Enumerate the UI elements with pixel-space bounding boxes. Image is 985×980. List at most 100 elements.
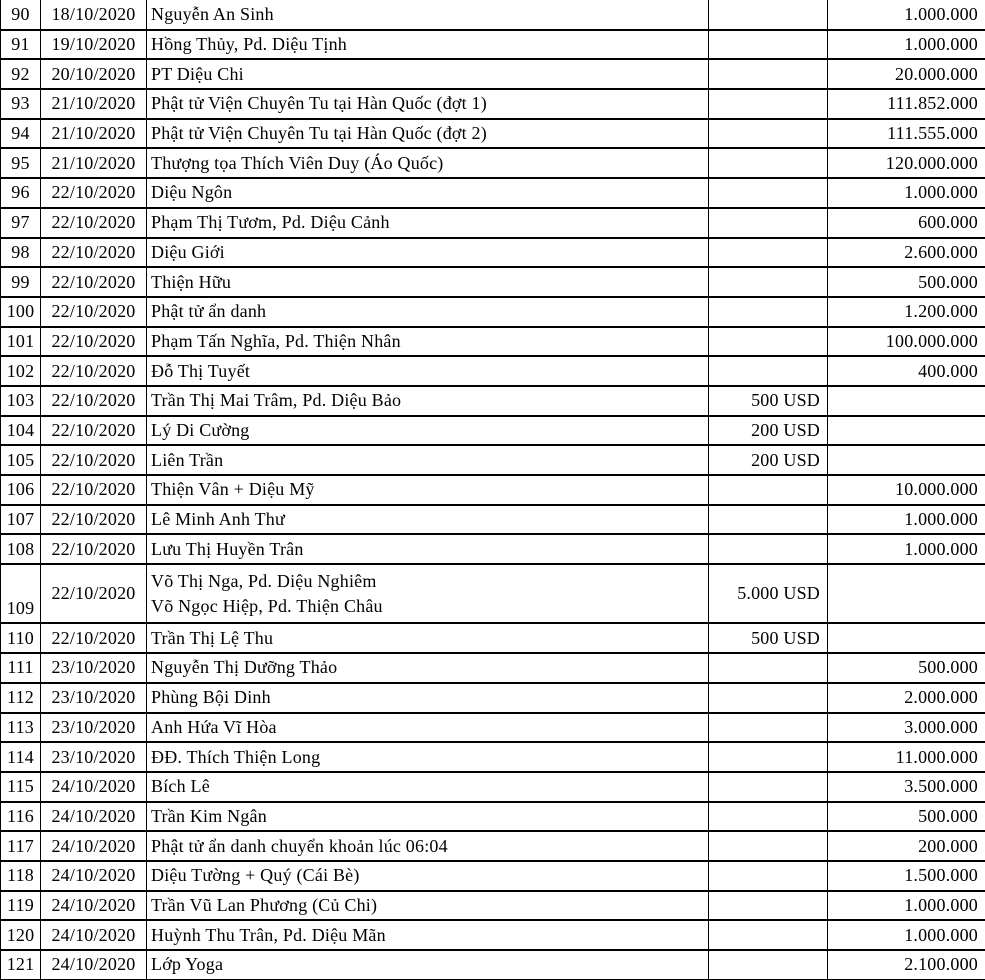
donor-name: Trần Thị Mai Trâm, Pd. Diệu Bảo [146, 384, 709, 417]
usd-amount [708, 919, 828, 952]
vnd-amount: 10.000.000 [827, 474, 985, 506]
donor-name: Đỗ Thị Tuyết [146, 355, 709, 387]
row-number: 114 [0, 741, 41, 773]
donor-name: Nguyễn An Sinh [146, 0, 709, 31]
donation-date: 23/10/2020 [40, 681, 147, 714]
donor-name-line: Phật tử Viện Chuyên Tu tại Hàn Quốc (đợt… [151, 93, 487, 114]
vnd-amount: 2.000.000 [827, 681, 985, 714]
vnd-amount: 1.000.000 [827, 919, 985, 952]
row-number: 93 [0, 88, 41, 120]
usd-amount [708, 652, 828, 684]
donor-name-line: Phật tử ẩn danh [151, 301, 267, 322]
donor-name-line: Diệu Tường + Quý (Cái Bè) [151, 865, 360, 886]
row-number: 97 [0, 206, 41, 239]
table-row: 112 23/10/2020 Phùng Bội Dinh 2.000.000 [0, 681, 985, 714]
donor-name-line: Liên Trần [151, 449, 224, 470]
table-row: 97 22/10/2020 Phạm Thị Tươm, Pd. Diệu Cả… [0, 206, 985, 239]
donation-date: 22/10/2020 [40, 384, 147, 417]
row-number: 106 [0, 474, 41, 506]
vnd-amount: 1.000.000 [827, 533, 985, 566]
donor-name: Phùng Bội Dinh [146, 681, 709, 714]
row-number: 101 [0, 325, 41, 358]
donor-name-line: Lưu Thị Huyền Trân [151, 538, 304, 559]
donor-name-line: Võ Thị Nga, Pd. Diệu Nghiêm [151, 570, 377, 591]
row-number: 112 [0, 681, 41, 714]
vnd-amount: 1.500.000 [827, 859, 985, 892]
donation-date: 23/10/2020 [40, 652, 147, 684]
row-number: 96 [0, 177, 41, 209]
row-number: 113 [0, 711, 41, 744]
row-number: 94 [0, 117, 41, 150]
row-number: 105 [0, 444, 41, 476]
vnd-amount: 2.600.000 [827, 236, 985, 269]
vnd-amount: 500.000 [827, 652, 985, 684]
usd-amount [708, 88, 828, 120]
donor-name: Nguyễn Thị Dưỡng Thảo [146, 652, 709, 684]
donor-name-line: Thượng tọa Thích Viên Duy (Áo Quốc) [151, 152, 444, 173]
table-row: 103 22/10/2020 Trần Thị Mai Trâm, Pd. Di… [0, 384, 985, 417]
donation-date: 22/10/2020 [40, 206, 147, 239]
donor-name: Diệu Ngôn [146, 177, 709, 209]
donor-name: PT Diệu Chi [146, 58, 709, 91]
donor-name: Lớp Yoga [146, 949, 709, 980]
vnd-amount: 200.000 [827, 830, 985, 862]
donor-name: Huỳnh Thu Trân, Pd. Diệu Mãn [146, 919, 709, 952]
row-number: 91 [0, 28, 41, 61]
usd-amount [708, 741, 828, 773]
vnd-amount [827, 414, 985, 447]
donor-name: Phạm Tấn Nghĩa, Pd. Thiện Nhân [146, 325, 709, 358]
donation-date: 22/10/2020 [40, 266, 147, 298]
donor-name: Trần Thị Lệ Thu [146, 622, 709, 655]
table-row: 92 20/10/2020 PT Diệu Chi 20.000.000 [0, 58, 985, 91]
donor-name: Diệu Giới [146, 236, 709, 269]
donor-name-line: Lý Di Cường [151, 419, 250, 440]
donor-name: Trần Kim Ngân [146, 800, 709, 833]
donor-name: ĐĐ. Thích Thiện Long [146, 741, 709, 773]
donation-date: 22/10/2020 [40, 295, 147, 328]
vnd-amount: 1.000.000 [827, 28, 985, 61]
donation-date: 21/10/2020 [40, 88, 147, 120]
donation-date: 22/10/2020 [40, 622, 147, 655]
usd-amount [708, 474, 828, 506]
donor-name-line: Lớp Yoga [151, 954, 224, 975]
vnd-amount [827, 563, 985, 625]
donation-date: 24/10/2020 [40, 770, 147, 803]
table-row: 121 24/10/2020 Lớp Yoga 2.100.000 [0, 949, 985, 980]
donor-name-line: Trần Kim Ngân [151, 805, 267, 826]
donor-name-line: PT Diệu Chi [151, 63, 244, 84]
donation-date: 22/10/2020 [40, 503, 147, 536]
table-row: 118 24/10/2020 Diệu Tường + Quý (Cái Bè)… [0, 859, 985, 892]
donor-name-line: Thiện Hữu [151, 271, 232, 292]
usd-amount [708, 770, 828, 803]
usd-amount: 500 USD [708, 622, 828, 655]
donation-date: 18/10/2020 [40, 0, 147, 31]
usd-amount: 200 USD [708, 414, 828, 447]
row-number: 110 [0, 622, 41, 655]
donor-name: Phật tử Viện Chuyên Tu tại Hàn Quốc (đợt… [146, 117, 709, 150]
donor-name: Phật tử ẩn danh chuyển khoản lúc 06:04 [146, 830, 709, 862]
table-row: 117 24/10/2020 Phật tử ẩn danh chuyển kh… [0, 830, 985, 862]
vnd-amount: 111.555.000 [827, 117, 985, 150]
donor-name: Lý Di Cường [146, 414, 709, 447]
donation-date: 22/10/2020 [40, 236, 147, 269]
donor-name-line: Trần Thị Mai Trâm, Pd. Diệu Bảo [151, 390, 402, 411]
donor-name-line: Hồng Thủy, Pd. Diệu Tịnh [151, 34, 347, 55]
row-number: 95 [0, 147, 41, 180]
usd-amount [708, 325, 828, 358]
vnd-amount: 111.852.000 [827, 88, 985, 120]
usd-amount [708, 117, 828, 150]
donor-name-line: Võ Ngọc Hiệp, Pd. Thiện Châu [151, 595, 383, 616]
vnd-amount: 3.000.000 [827, 711, 985, 744]
donor-name-line: Phạm Thị Tươm, Pd. Diệu Cảnh [151, 212, 390, 233]
donor-name-line: Phùng Bội Dinh [151, 687, 271, 708]
donor-name: Liên Trần [146, 444, 709, 476]
row-number: 115 [0, 770, 41, 803]
row-number: 100 [0, 295, 41, 328]
table-row: 96 22/10/2020 Diệu Ngôn 1.000.000 [0, 177, 985, 209]
donor-name-line: Phật tử ẩn danh chuyển khoản lúc 06:04 [151, 835, 448, 856]
donor-name-line: ĐĐ. Thích Thiện Long [151, 746, 321, 767]
usd-amount [708, 0, 828, 31]
donation-date: 24/10/2020 [40, 949, 147, 980]
table-row: 95 21/10/2020 Thượng tọa Thích Viên Duy … [0, 147, 985, 180]
